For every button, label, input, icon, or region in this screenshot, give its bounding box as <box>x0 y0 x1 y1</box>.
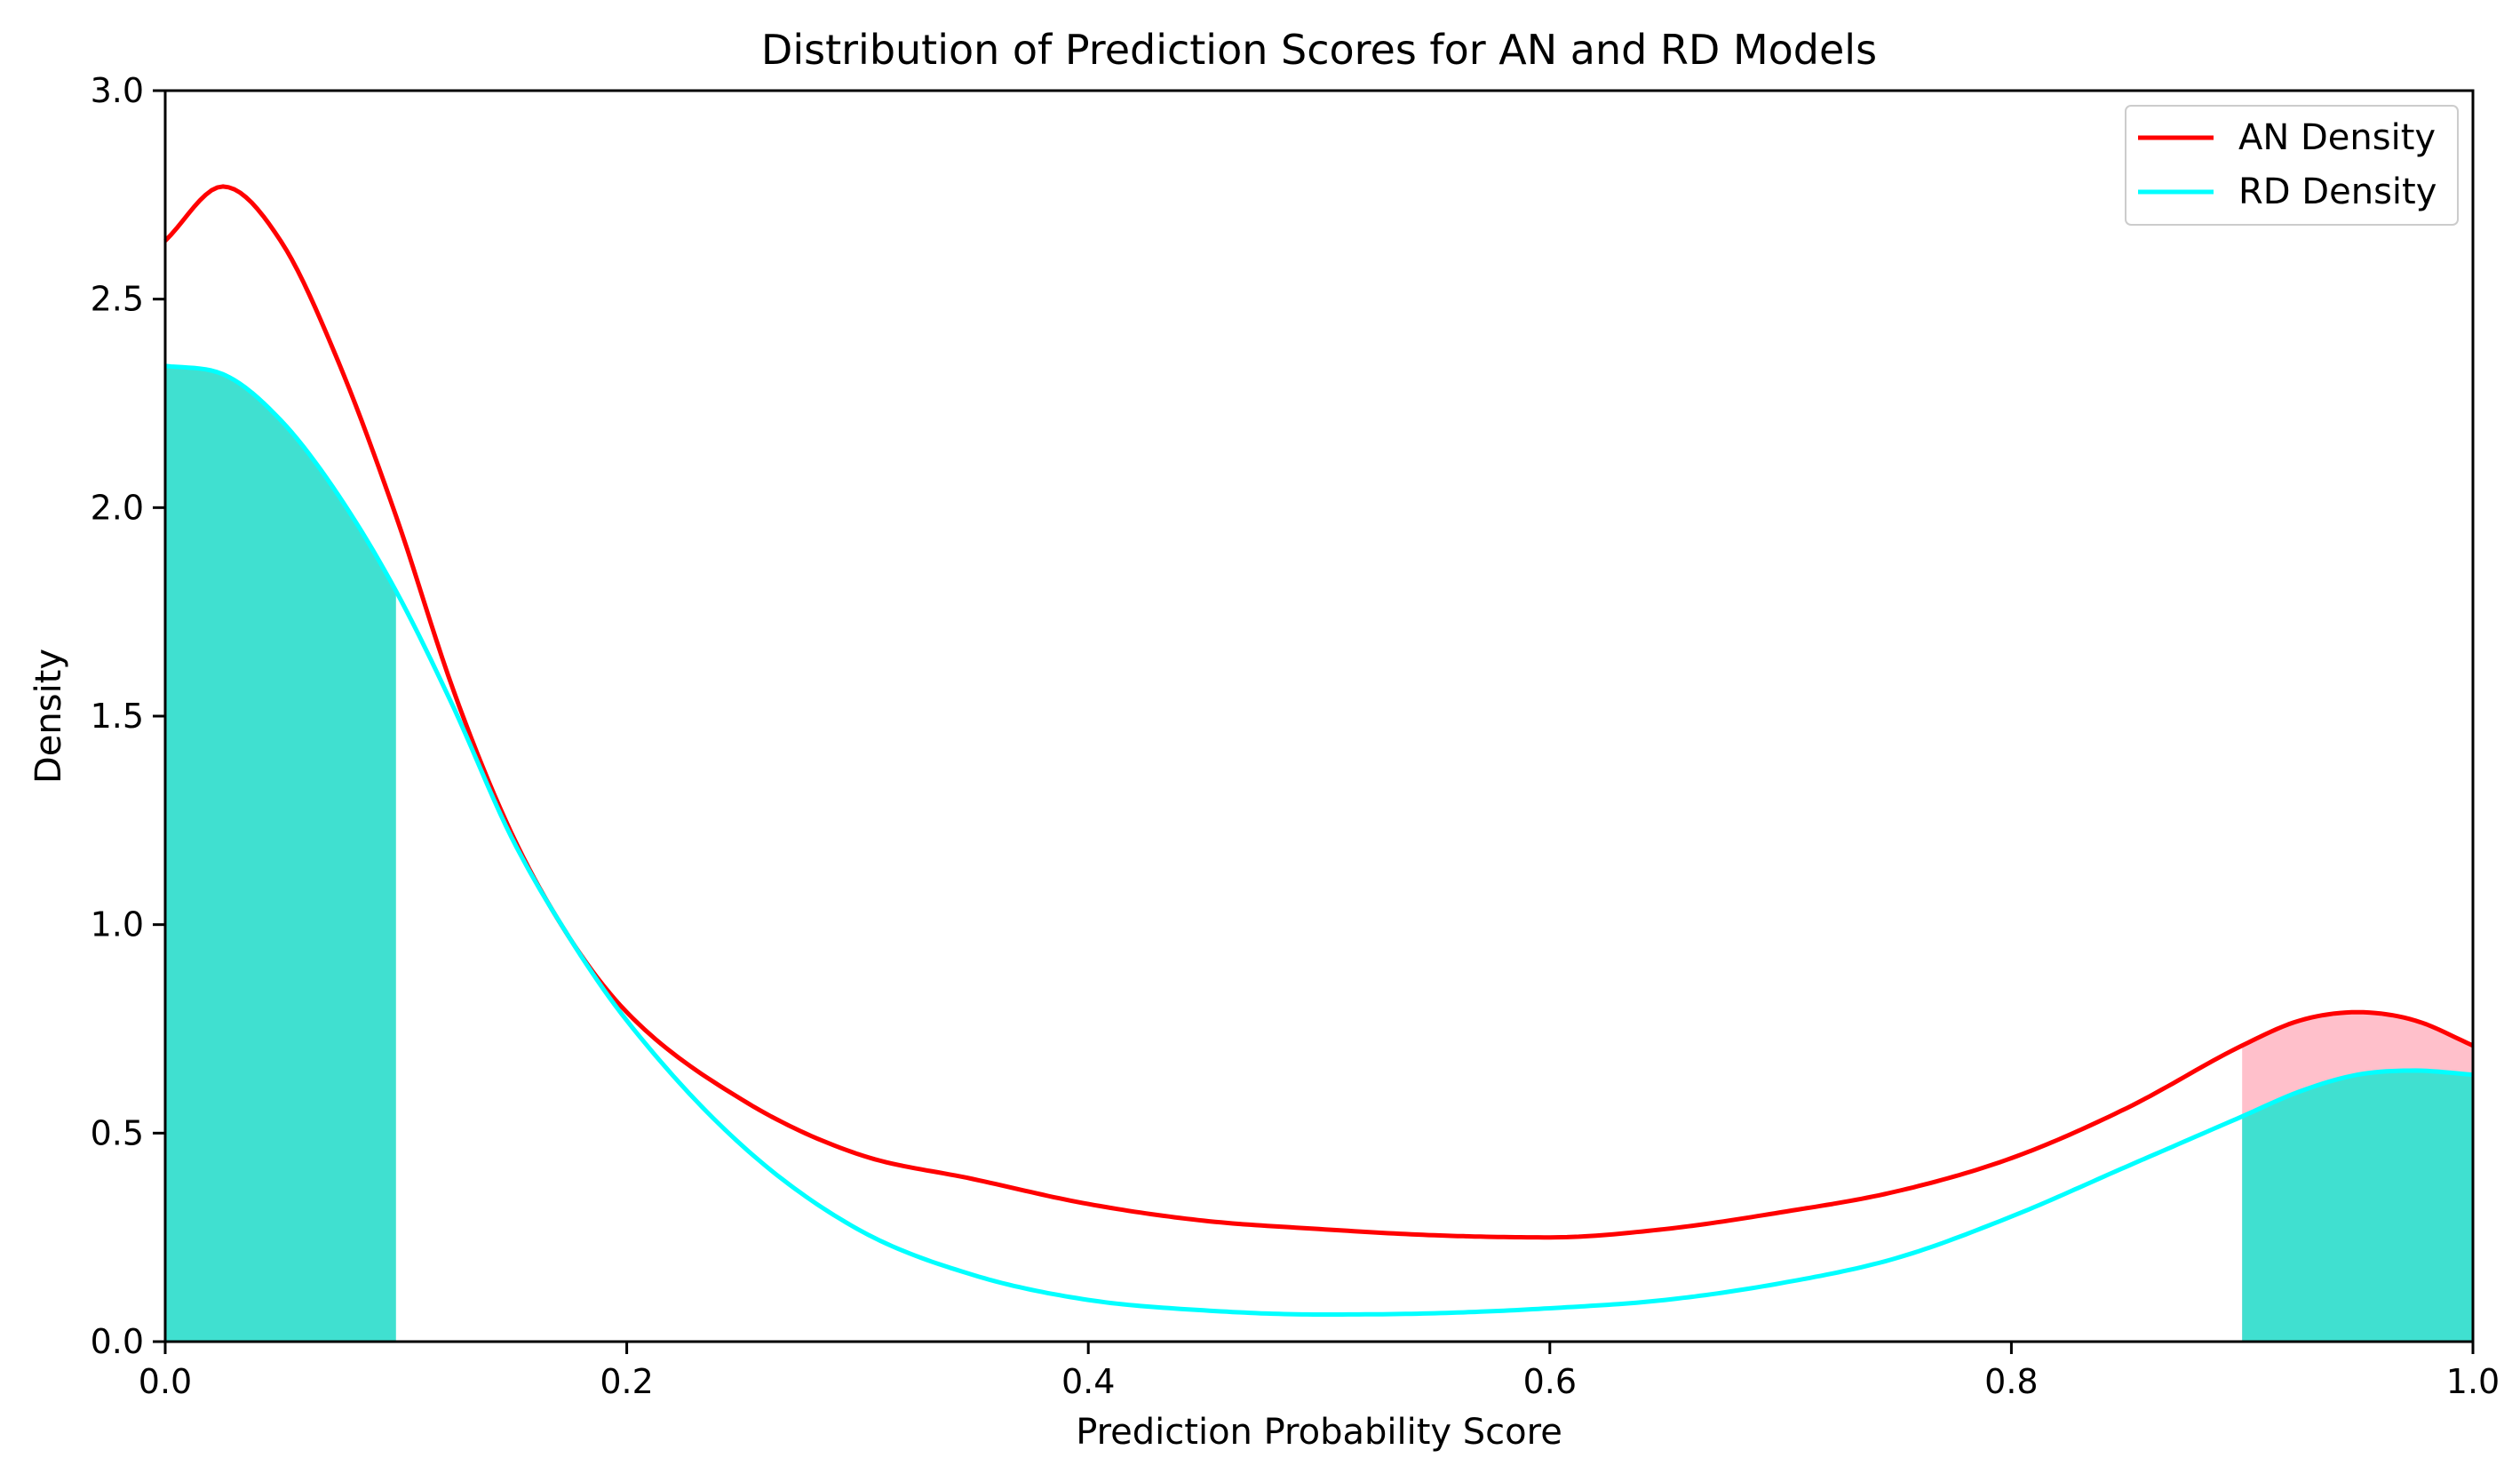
shaded-regions <box>165 365 2473 1342</box>
y-tick-label: 0.5 <box>91 1113 144 1152</box>
x-axis-label: Prediction Probability Score <box>1076 1412 1562 1453</box>
x-tick-label: 0.8 <box>1984 1362 2038 1401</box>
x-tick-label: 1.0 <box>2446 1362 2500 1401</box>
y-axis-label: Density <box>28 649 69 784</box>
y-tick-label: 3.0 <box>91 71 144 110</box>
shaded-region-0 <box>165 365 396 1342</box>
y-tick-label: 1.0 <box>91 905 144 944</box>
y-tick-label: 2.5 <box>91 280 144 319</box>
series-line-an-density <box>163 184 2475 1240</box>
series-line-rd-density <box>164 363 2474 1317</box>
x-tick-label: 0.6 <box>1523 1362 1577 1401</box>
x-tick-label: 0.0 <box>139 1362 192 1401</box>
legend: AN Density RD Density <box>2125 105 2459 226</box>
axis-ticks: 0.0 0.2 0.4 0.6 0.8 1.0 0.0 0.5 1.0 1.5 2.0 2.5 3.0 <box>91 71 2500 1401</box>
y-tick-label: 2.0 <box>91 488 144 527</box>
x-tick-label: 0.4 <box>1061 1362 1115 1401</box>
legend-label-an: AN Density <box>2238 117 2436 158</box>
y-tick-label: 0.0 <box>91 1322 144 1361</box>
chart-title: Distribution of Prediction Scores for AN… <box>761 26 1877 74</box>
series-lines <box>163 184 2475 1317</box>
plot-frame <box>163 89 2475 1343</box>
legend-label-rd: RD Density <box>2238 171 2437 212</box>
y-tick-label: 1.5 <box>91 697 144 736</box>
x-tick-label: 0.2 <box>600 1362 653 1401</box>
shaded-region-2 <box>2242 1070 2473 1342</box>
